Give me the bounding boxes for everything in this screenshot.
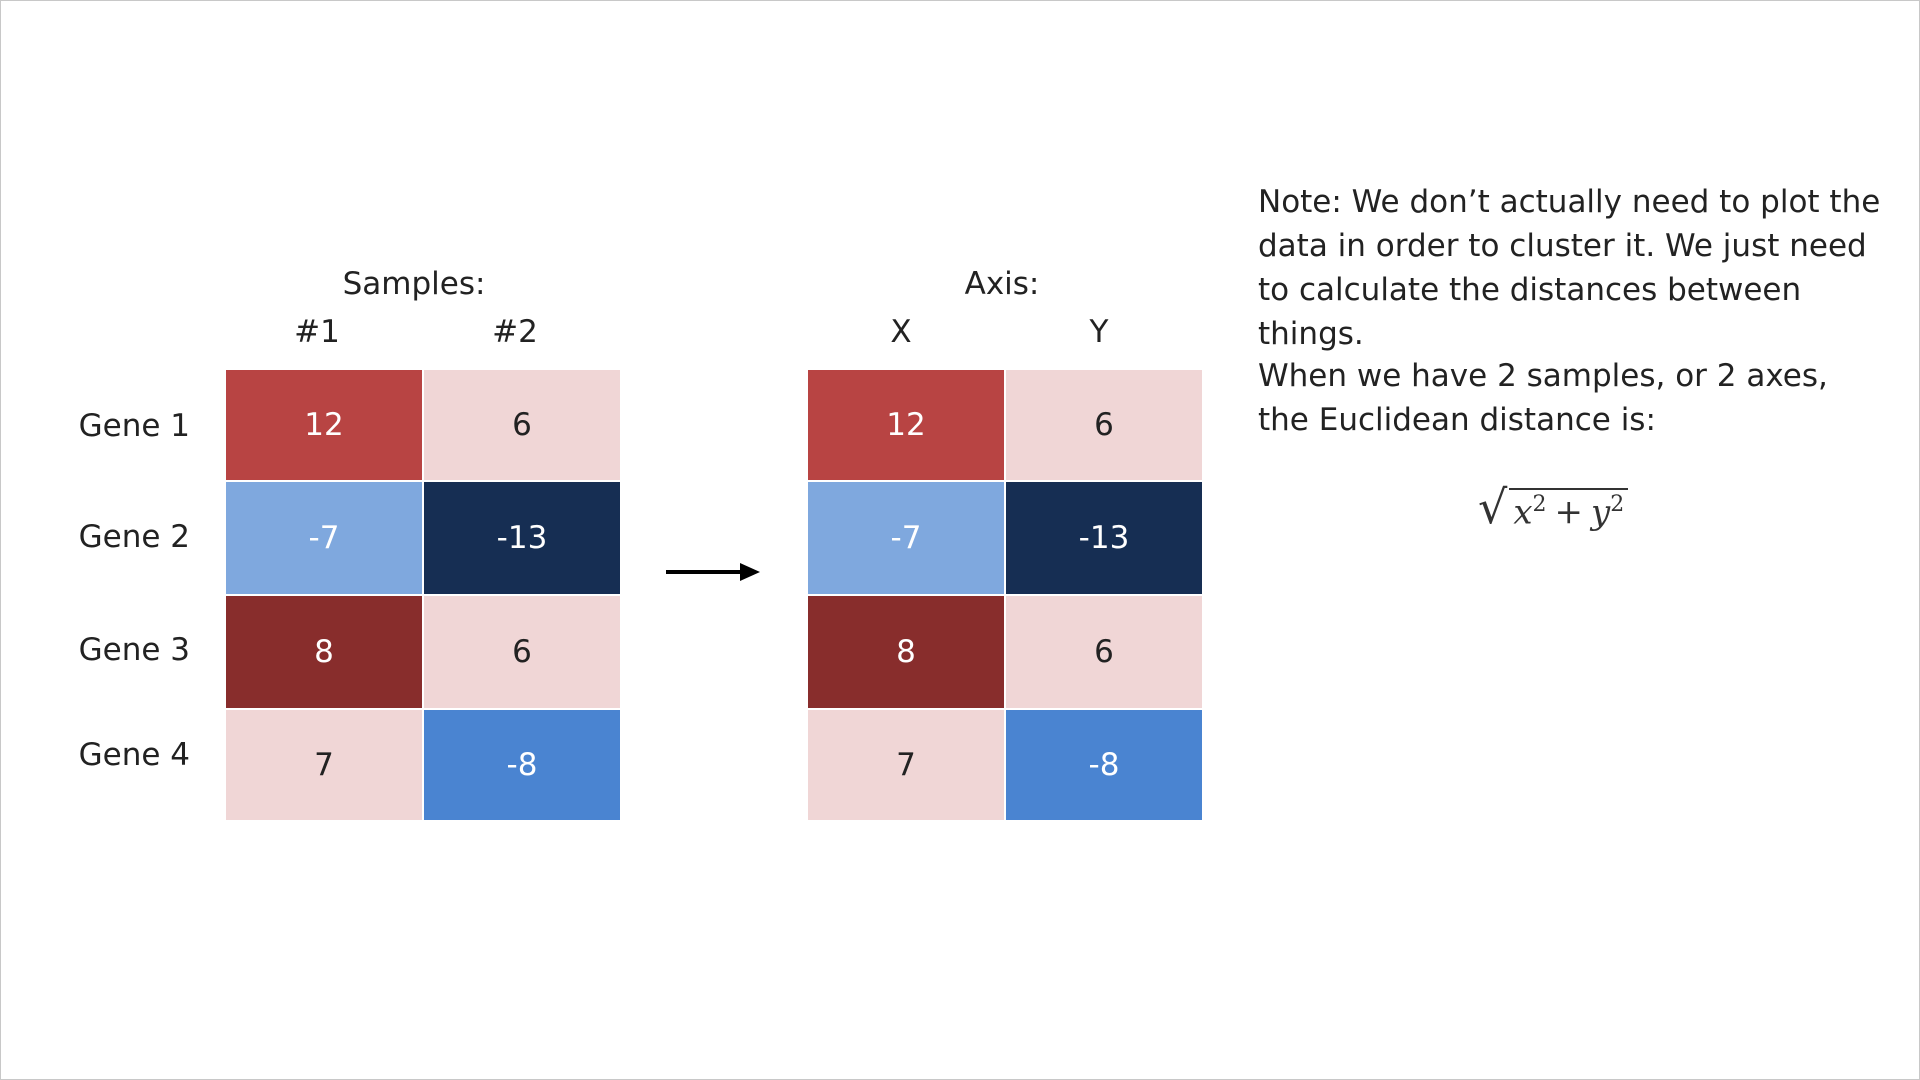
heatmap-cell: 12 <box>226 370 422 480</box>
heatmap-cell: 6 <box>424 370 620 480</box>
heatmap-cell: 7 <box>226 710 422 820</box>
right-arrow-icon <box>666 563 760 581</box>
column-header-sample-1: #1 <box>294 314 340 350</box>
heatmap-cell: 7 <box>808 710 1004 820</box>
heatmap-cell: -7 <box>226 482 422 594</box>
heatmap-cell: 6 <box>424 596 620 708</box>
formula-operator: + <box>1554 492 1584 533</box>
samples-heading: Samples: <box>342 266 486 302</box>
heatmap-cell: -8 <box>424 710 620 820</box>
axis-heatmap: 12 6 -7 -13 8 6 7 -8 <box>808 370 1202 820</box>
column-header-y: Y <box>1089 314 1109 350</box>
heatmap-cell: 8 <box>808 596 1004 708</box>
row-label-gene-2: Gene 2 <box>78 519 190 555</box>
square-root-icon: √ <box>1478 480 1508 534</box>
heatmap-cell: -13 <box>424 482 620 594</box>
column-header-sample-2: #2 <box>492 314 538 350</box>
heatmap-cell: -7 <box>808 482 1004 594</box>
row-label-gene-3: Gene 3 <box>78 632 190 668</box>
heatmap-cell: -8 <box>1006 710 1202 820</box>
axis-heading: Axis: <box>964 266 1040 302</box>
heatmap-cell: 6 <box>1006 596 1202 708</box>
row-label-gene-4: Gene 4 <box>78 737 190 773</box>
samples-heatmap: 12 6 -7 -13 8 6 7 -8 <box>226 370 620 820</box>
euclidean-intro-paragraph: When we have 2 samples, or 2 axes, the E… <box>1258 358 1828 438</box>
formula-y-exponent: 2 <box>1610 492 1625 517</box>
formula-x-exponent: 2 <box>1532 492 1547 517</box>
heatmap-cell: 12 <box>808 370 1004 480</box>
heatmap-cell: -13 <box>1006 482 1202 594</box>
formula-y: y <box>1591 492 1611 533</box>
note-paragraph: Note: We don’t actually need to plot the… <box>1258 184 1881 352</box>
column-header-x: X <box>890 314 912 350</box>
row-label-gene-1: Gene 1 <box>78 408 190 444</box>
euclidean-distance-formula: √ x2 + y2 <box>1478 480 1629 534</box>
formula-radicand: x2 + y2 <box>1509 488 1629 533</box>
heatmap-cell: 6 <box>1006 370 1202 480</box>
formula-x: x <box>1513 492 1533 533</box>
heatmap-cell: 8 <box>226 596 422 708</box>
